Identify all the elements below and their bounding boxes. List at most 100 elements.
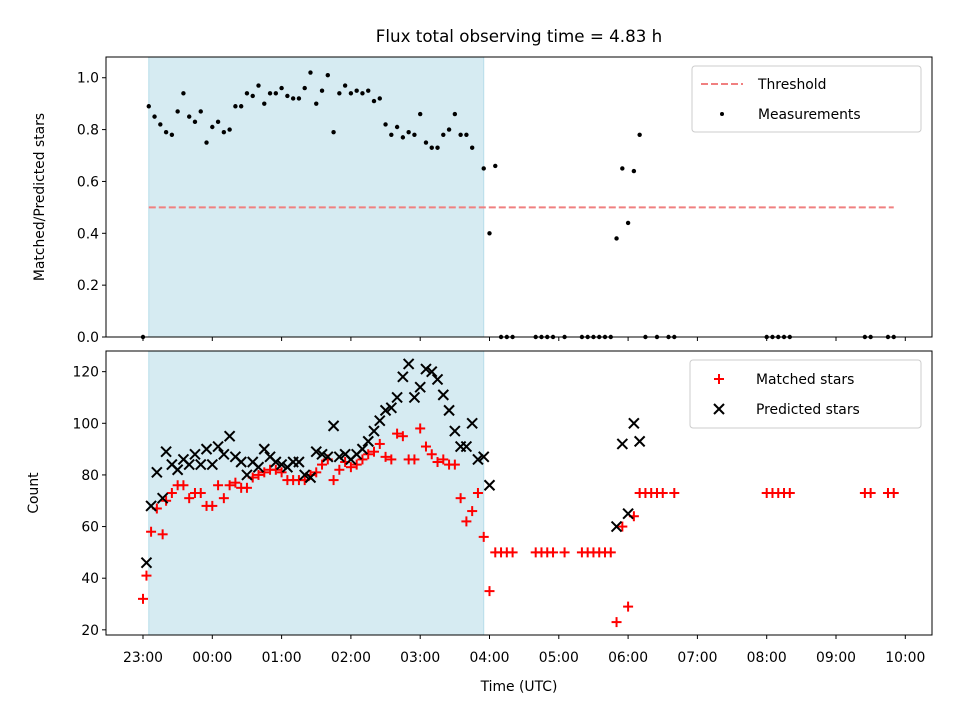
- measurement-point: [614, 236, 619, 241]
- matched-stars-point: [334, 464, 345, 475]
- measurement-point: [418, 111, 423, 117]
- x-tick-label: 00:00: [192, 650, 232, 666]
- predicted-stars-point: [316, 448, 328, 460]
- matched-stars-point: [146, 526, 157, 537]
- bottom-panel-y-ticks: 20 40 60 80 100 120: [72, 365, 106, 639]
- predicted-stars-point: [218, 448, 230, 460]
- measurement-point: [377, 96, 382, 101]
- legend-threshold-label: Threshold: [757, 77, 826, 93]
- bottom-panel-points: [138, 358, 899, 628]
- matched-stars-point: [253, 469, 264, 480]
- top-panel: 0.0 0.2 0.4 0.6 0.8 1.0 Matched/Predicted sta…: [32, 56, 933, 346]
- y-tick-label: 120: [72, 365, 99, 381]
- matched-stars-point: [472, 488, 483, 498]
- predicted-stars-point: [140, 557, 153, 569]
- measurement-point: [469, 145, 475, 150]
- matched-stars-point: [374, 438, 385, 449]
- bottom-legend-box: [689, 359, 922, 429]
- measurement-point: [441, 132, 446, 137]
- matched-stars-point: [484, 586, 495, 597]
- measurement-point: [360, 91, 365, 96]
- measurement-point: [238, 104, 244, 109]
- top-panel-y-axis-label: Matched/Predicted stars: [32, 113, 48, 281]
- measurement-point: [296, 96, 302, 101]
- x-tick-label: 04:00: [469, 650, 509, 666]
- y-tick-label: 0.2: [77, 278, 99, 294]
- y-tick-label: 20: [81, 623, 99, 639]
- matched-stars-point: [426, 449, 437, 460]
- measurement-point: [389, 132, 394, 137]
- x-tick-label: 23:00: [123, 650, 163, 666]
- predicted-stars-point: [275, 458, 288, 471]
- matched-stars-point: [467, 506, 478, 517]
- matched-stars-point: [623, 601, 634, 612]
- measurement-point: [337, 91, 342, 96]
- measurement-point: [319, 88, 325, 93]
- predicted-stars-point: [189, 448, 201, 460]
- matched-stars-point: [611, 617, 622, 628]
- x-tick-label: 06:00: [608, 650, 648, 666]
- measurement-point: [163, 129, 169, 135]
- x-tick-label: 01:00: [262, 650, 302, 666]
- matched-stars-point: [455, 493, 466, 504]
- x-tick-label: 03:00: [400, 650, 440, 666]
- top-panel-frame: [105, 56, 933, 338]
- measurement-point: [325, 72, 330, 78]
- matched-stars-point: [270, 464, 281, 475]
- predicted-stars-point: [241, 469, 253, 481]
- measurement-point: [187, 114, 192, 119]
- measurement-point: [152, 114, 157, 119]
- predicted-stars-point: [472, 453, 484, 466]
- y-tick-label: 1.0: [77, 71, 99, 87]
- measurement-point: [354, 88, 359, 93]
- measurement-point: [487, 231, 492, 236]
- predicted-stars-point: [183, 458, 195, 471]
- y-tick-label: 80: [81, 468, 99, 484]
- matched-stars-point: [392, 428, 403, 439]
- matched-stars-point: [559, 547, 570, 558]
- matched-stars-point: [351, 459, 362, 470]
- matched-stars-point: [207, 500, 218, 511]
- matched-stars-point: [548, 547, 559, 558]
- matched-stars-point: [449, 459, 460, 470]
- legend-measurements-swatch: [720, 112, 724, 116]
- measurement-point: [348, 91, 354, 96]
- legend-matched-label: Matched stars: [756, 372, 854, 388]
- predicted-stars-point: [304, 471, 317, 484]
- measurement-point: [181, 91, 186, 96]
- matched-stars-point: [617, 521, 628, 532]
- measurement-point: [458, 132, 463, 137]
- predicted-stars-point: [151, 466, 163, 479]
- measurement-point: [273, 91, 279, 96]
- predicted-stars-point: [145, 500, 157, 512]
- matched-stars-point: [178, 480, 189, 491]
- top-panel-y-ticks: 0.0 0.2 0.4 0.6 0.8 1.0: [77, 71, 106, 346]
- predicted-stars-point: [327, 420, 340, 432]
- x-axis-label: Time (UTC): [480, 679, 558, 695]
- predicted-stars-point: [206, 458, 219, 471]
- predicted-stars-point: [258, 443, 270, 455]
- predicted-stars-point: [414, 381, 426, 393]
- measurement-point: [267, 91, 273, 96]
- predicted-stars-point: [195, 458, 207, 471]
- matched-stars-point: [420, 441, 431, 452]
- measurement-point: [215, 119, 221, 125]
- matched-stars-point: [657, 488, 668, 498]
- predicted-stars-point: [426, 365, 438, 378]
- bottom-panel: 20 40 60 80 100 120 23:00 00:00 01:00 02:00 03:00…: [26, 350, 933, 695]
- top-panel-x-ticks: [142, 337, 906, 341]
- predicted-stars-point: [478, 451, 490, 463]
- top-panel-legend: Threshold Measurements: [691, 65, 922, 133]
- predicted-stars-point: [333, 451, 346, 463]
- predicted-stars-point: [402, 358, 415, 370]
- predicted-stars-point: [408, 391, 421, 404]
- measurement-point: [221, 129, 227, 135]
- x-tick-label: 07:00: [677, 650, 717, 666]
- predicted-stars-point: [171, 464, 184, 476]
- predicted-stars-point: [374, 415, 386, 427]
- matched-stars-point: [138, 593, 148, 604]
- predicted-stars-point: [622, 507, 634, 520]
- x-tick-label: 02:00: [331, 650, 371, 666]
- matched-stars-point: [397, 431, 408, 442]
